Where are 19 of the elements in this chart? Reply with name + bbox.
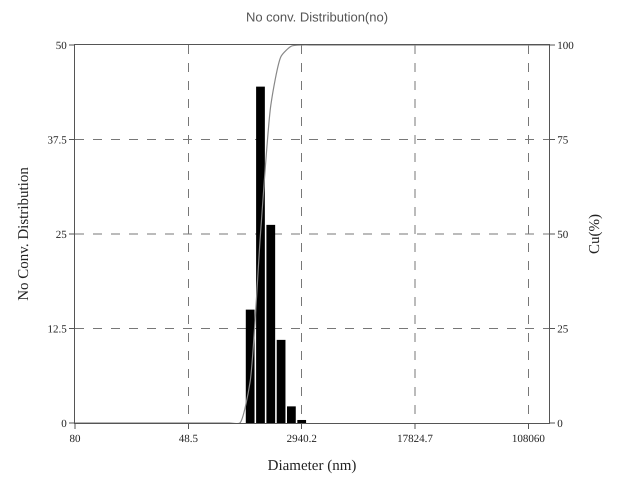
x-tick-label: 80: [70, 433, 81, 446]
y-tick-label: 25: [56, 228, 68, 241]
x-axis-title: Diameter (nm): [268, 458, 356, 474]
x-tick-label: 2940.2: [286, 433, 317, 446]
y2-tick-label: 0: [557, 418, 564, 430]
y2-tick-label: 100: [557, 40, 574, 52]
y2-tick-label: 50: [557, 228, 569, 241]
y2-tick-label: 25: [557, 323, 569, 336]
y-tick-label: 37.5: [48, 134, 68, 146]
y-tick-label: 0: [61, 418, 68, 430]
x-tick-label: 108060: [512, 433, 546, 446]
y-tick-label: 12.5: [48, 323, 68, 336]
x-tick-label: 48.5: [178, 433, 198, 446]
y-tick-label: 50: [56, 40, 68, 52]
y2-tick-label: 75: [557, 134, 569, 146]
y-axis-title: No Conv. Distribution: [16, 166, 32, 301]
x-tick-label: 17824.7: [397, 433, 434, 446]
y2-axis-title: Cu(%): [587, 214, 604, 254]
chart-title: No conv. Distribution(no): [246, 9, 388, 24]
